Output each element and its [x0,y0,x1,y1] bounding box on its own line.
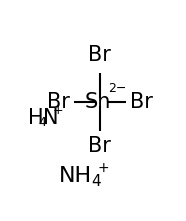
Text: Br: Br [88,45,111,65]
Text: 4: 4 [91,174,101,189]
Text: 2−: 2− [108,82,127,95]
Text: Br: Br [88,136,111,156]
Text: H: H [28,108,43,128]
Text: NH: NH [59,166,92,186]
Text: N: N [43,108,58,128]
Text: +: + [53,104,63,117]
Text: Br: Br [46,92,69,112]
Text: Sn: Sn [85,92,111,112]
Text: 4: 4 [38,116,46,129]
Text: Br: Br [130,92,153,112]
Text: +: + [97,161,109,175]
